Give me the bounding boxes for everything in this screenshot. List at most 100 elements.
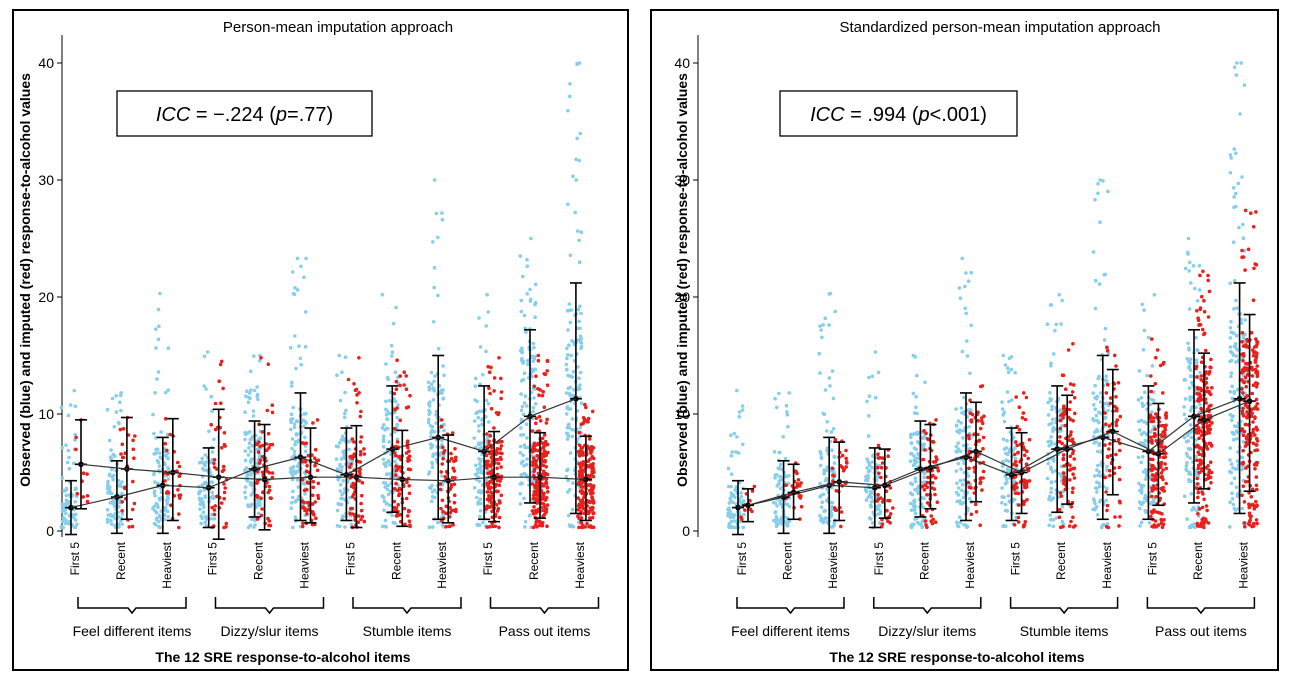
imputed-point [1068,433,1073,437]
imputed-point [1024,462,1029,467]
observed-point [1231,502,1236,507]
imputed-point [930,521,935,526]
observed-point [337,353,342,358]
observed-point [958,520,963,525]
observed-point [1045,476,1050,481]
observed-point [1235,494,1240,499]
observed-point [574,178,578,182]
observed-point [336,445,341,449]
imputed-point [1072,457,1076,461]
observed-point [1048,391,1052,395]
observed-point [729,433,733,438]
observed-point [525,292,529,296]
observed-point [520,347,524,352]
imputed-point [888,512,893,516]
observed-point [338,398,343,403]
imputed-point [1159,465,1163,469]
imputed-point [920,484,925,489]
imputed-point [1059,413,1063,417]
imputed-point [266,362,271,367]
imputed-point [302,488,307,493]
imputed-point [1067,524,1072,528]
observed-point [1098,498,1103,503]
observed-point [1006,366,1010,371]
observed-point [1000,400,1004,404]
observed-point [1049,490,1053,495]
imputed-point [886,519,890,524]
imputed-point [219,359,224,364]
imputed-point [311,479,316,484]
imputed-point [120,509,124,513]
observed-point [824,476,829,481]
observed-point [727,501,732,505]
imputed-point [577,443,582,448]
imputed-point [888,486,893,490]
observed-point [1060,519,1065,524]
observed-point [1001,524,1005,529]
group-label: Pass out items [499,623,591,639]
imputed-point [499,444,504,448]
observed-point [867,461,872,466]
imputed-point [1153,381,1158,386]
observed-point [243,437,247,442]
imputed-point [1063,423,1068,428]
observed-point [477,479,482,484]
observed-point [296,494,301,499]
imputed-point [395,358,399,363]
observed-point [913,476,918,481]
observed-point [1152,292,1157,297]
observed-point [1049,361,1053,366]
imputed-point [1195,375,1199,379]
observed-point [477,523,482,527]
imputed-point [348,465,352,470]
observed-point [518,451,523,455]
imputed-point [1242,500,1247,504]
imputed-point [1209,444,1214,448]
observed-point [772,500,776,505]
observed-point [870,374,875,379]
observed-point [1051,517,1056,522]
observed-point [529,236,533,241]
chart-title: Person-mean imputation approach [223,19,453,36]
observed-point [1230,396,1234,401]
observed-point [299,362,304,367]
observed-point [61,519,65,524]
observed-point [64,486,69,491]
imputed-point [543,460,547,464]
observed-point [434,457,439,462]
imputed-point [357,514,361,518]
imputed-point [541,502,546,506]
observed-point [1004,477,1009,482]
observed-point [1228,446,1232,450]
imputed-point [1109,453,1113,458]
imputed-point [1241,391,1245,395]
observed-point [1095,468,1099,472]
observed-point [203,520,207,525]
observed-point [525,264,530,269]
observed-point [335,508,340,513]
observed-point [568,393,573,398]
imputed-point [209,422,213,427]
observed-point [518,254,523,258]
observed-point [819,328,823,332]
observed-point [968,371,972,376]
icc-annotation: ICC = −.224 (p=.77) [156,104,333,126]
imputed-point [1241,448,1245,453]
observed-point [575,229,580,233]
observed-point [1141,348,1146,352]
imputed-point [586,459,591,464]
observed-point [954,444,959,449]
observed-point [111,477,115,482]
x-tick-label: Heaviest [826,541,840,588]
observed-point [785,410,789,414]
imputed-point [349,462,353,466]
imputed-point [980,421,985,426]
observed-point [1046,413,1051,417]
observed-point [294,440,298,444]
observed-point [962,429,966,433]
imputed-point [484,462,489,467]
observed-point [956,493,961,497]
imputed-point [1251,354,1256,358]
observed-point [823,508,827,513]
observed-point [1013,456,1018,461]
